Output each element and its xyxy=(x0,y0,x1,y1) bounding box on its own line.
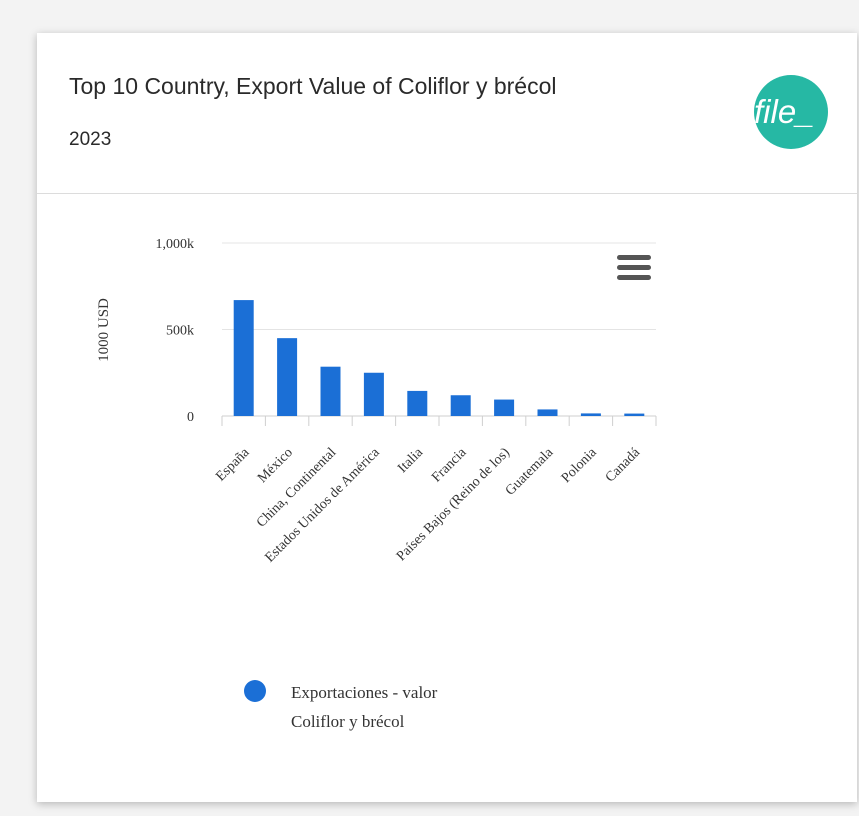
bar[interactable] xyxy=(537,409,558,416)
bar[interactable] xyxy=(450,395,471,416)
x-tick-label: Francia xyxy=(429,445,470,486)
card-header: Top 10 Country, Export Value of Coliflor… xyxy=(37,33,857,194)
bars xyxy=(233,300,645,416)
x-tick-label: México xyxy=(255,445,296,486)
bar[interactable] xyxy=(580,413,601,416)
y-axis-label: 1000 USD xyxy=(96,298,112,362)
bar[interactable] xyxy=(320,366,341,416)
bar[interactable] xyxy=(624,413,645,416)
bar[interactable] xyxy=(494,399,515,416)
legend-label-line1: Exportaciones - valor xyxy=(291,683,438,702)
x-tick-label: Guatemala xyxy=(503,445,557,499)
bar[interactable] xyxy=(233,300,254,416)
x-tick-label: Polonia xyxy=(559,445,600,486)
y-tick-label: 1,000k xyxy=(156,237,195,252)
y-axis-ticks: 0 500k 1,000k xyxy=(156,237,195,425)
y-tick-label: 0 xyxy=(187,410,194,425)
chart-title: Top 10 Country, Export Value of Coliflor… xyxy=(69,73,557,99)
x-axis-ticks xyxy=(221,416,657,426)
bar[interactable] xyxy=(363,372,384,416)
chart-menu-button[interactable] xyxy=(617,255,651,285)
bar[interactable] xyxy=(277,338,298,416)
bar[interactable] xyxy=(407,390,428,416)
chart-card: Top 10 Country, Export Value of Coliflor… xyxy=(37,33,857,802)
x-tick-label: Italia xyxy=(395,445,426,476)
hamburger-menu-icon xyxy=(617,255,651,280)
legend-marker xyxy=(244,680,266,702)
x-tick-label: China, Continental xyxy=(254,445,339,530)
y-tick-label: 500k xyxy=(166,324,194,339)
file-badge-button[interactable]: file_ xyxy=(754,75,828,149)
legend-label-line2: Coliflor y brécol xyxy=(291,712,405,731)
legend[interactable]: Exportaciones - valor Coliflor y brécol xyxy=(244,680,438,731)
x-tick-label: España xyxy=(213,445,253,485)
x-tick-label: Canadá xyxy=(603,445,644,486)
chart-subtitle: 2023 xyxy=(69,129,112,150)
